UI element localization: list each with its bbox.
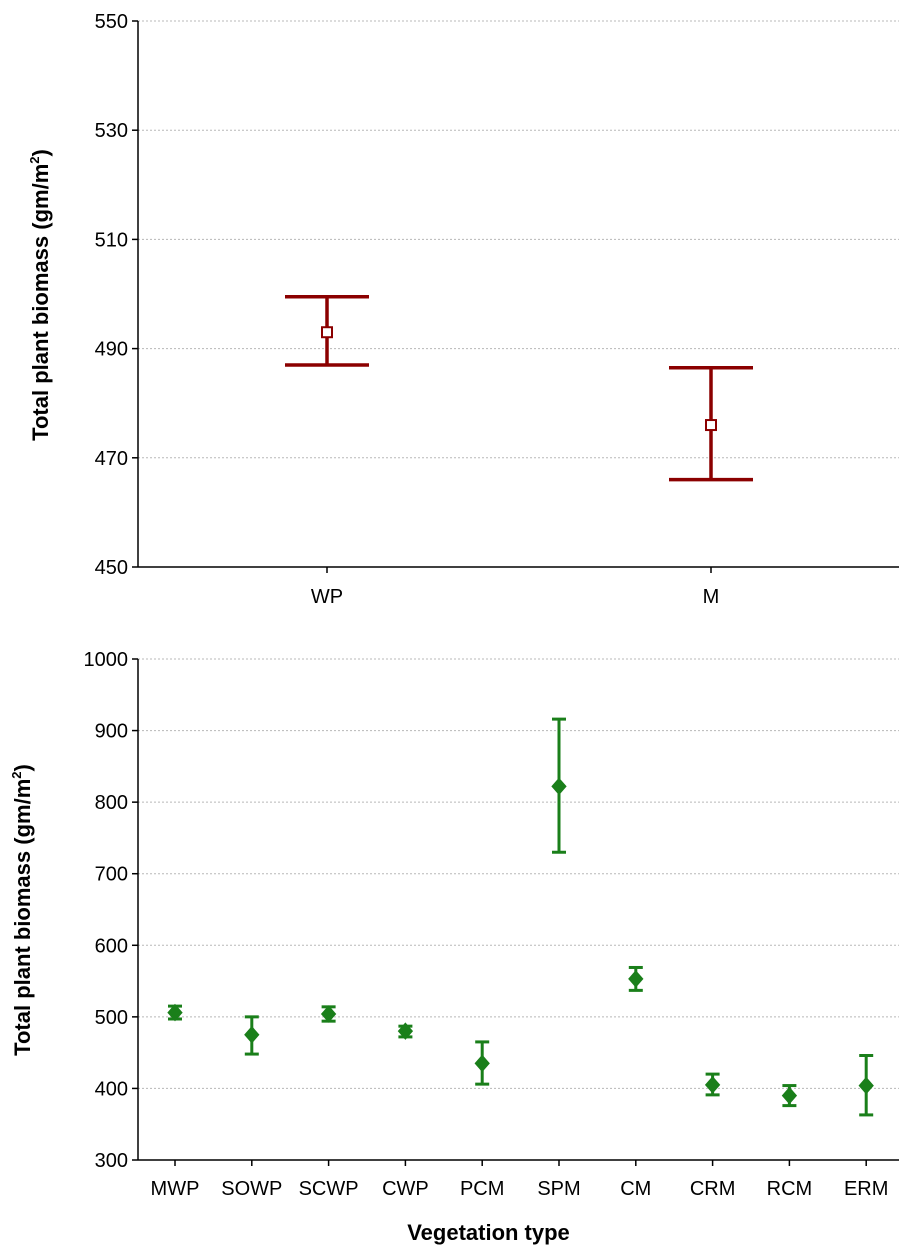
x-tick-label: CM — [620, 1178, 651, 1200]
y-tick-label: 530 — [95, 120, 128, 142]
y-tick-label: 300 — [95, 1150, 128, 1172]
x-tick-label: SPM — [537, 1178, 580, 1200]
y-axis-title: Total plant biomass (gm/m2) — [27, 149, 53, 441]
x-tick-label: SCWP — [299, 1178, 359, 1200]
mean-marker — [551, 777, 567, 796]
x-tick-label: ERM — [844, 1178, 888, 1200]
mean-marker — [397, 1022, 414, 1040]
x-tick-label: RCM — [767, 1178, 813, 1200]
y-tick-label: 510 — [95, 229, 128, 251]
mean-marker — [628, 970, 644, 988]
chart-1: 450 470 490 510 530 550 WP M Total plant biomass… — [27, 11, 899, 608]
x-tick-label: PCM — [460, 1178, 504, 1200]
x-tick-label: WP — [311, 586, 343, 608]
mean-marker — [320, 1005, 337, 1023]
mean-marker — [244, 1025, 260, 1044]
x-axis-title: Vegetation type — [407, 1220, 570, 1245]
mean-marker — [474, 1054, 490, 1073]
mean-marker — [781, 1086, 798, 1105]
y-tick-label: 600 — [95, 935, 128, 957]
y-tick-label: 400 — [95, 1078, 128, 1100]
chart-2: 300 400 500 600 700 800 900 1000 MWP SOWP SCWP CWP P… — [9, 649, 899, 1245]
x-tick-label: MWP — [151, 1178, 200, 1200]
x-tick-label: M — [703, 586, 720, 608]
mean-marker — [167, 1003, 183, 1022]
y-tick-label: 490 — [95, 339, 128, 361]
y-tick-label: 1000 — [84, 649, 129, 671]
y-tick-label: 450 — [95, 557, 128, 579]
y-tick-label: 900 — [95, 721, 128, 743]
y-tick-label: 700 — [95, 864, 128, 886]
mean-marker — [704, 1076, 721, 1094]
mean-marker — [858, 1076, 874, 1095]
y-tick-label: 550 — [95, 11, 128, 33]
y-axis-title: Total plant biomass (gm/m2) — [9, 764, 35, 1056]
mean-marker — [705, 419, 717, 432]
x-tick-label: CWP — [382, 1178, 429, 1200]
y-tick-label: 470 — [95, 448, 128, 470]
x-tick-label: CRM — [690, 1178, 736, 1200]
y-tick-label: 800 — [95, 792, 128, 814]
mean-marker — [321, 326, 333, 339]
y-tick-label: 500 — [95, 1007, 128, 1029]
x-tick-label: SOWP — [221, 1178, 282, 1200]
